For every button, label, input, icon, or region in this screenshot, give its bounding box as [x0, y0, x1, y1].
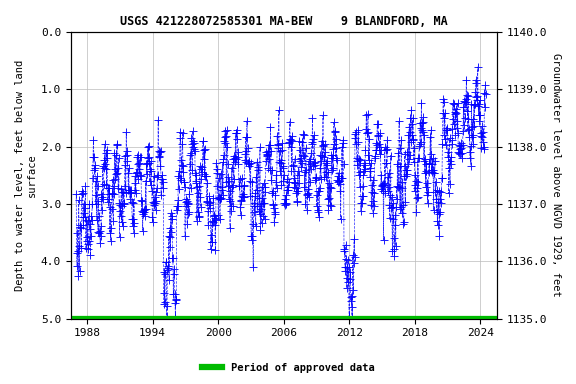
Legend: Period of approved data: Period of approved data [198, 359, 378, 377]
Title: USGS 421228072585301 MA-BEW    9 BLANDFORD, MA: USGS 421228072585301 MA-BEW 9 BLANDFORD,… [120, 15, 448, 28]
Y-axis label: Groundwater level above NGVD 1929, feet: Groundwater level above NGVD 1929, feet [551, 53, 561, 297]
Y-axis label: Depth to water level, feet below land
surface: Depth to water level, feet below land su… [15, 60, 37, 291]
